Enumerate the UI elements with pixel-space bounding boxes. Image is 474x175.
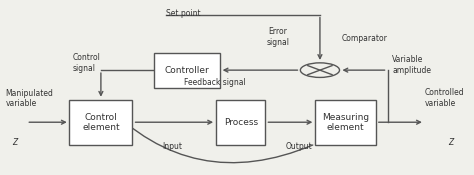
Text: Control
signal: Control signal xyxy=(73,54,101,73)
FancyArrowPatch shape xyxy=(104,103,313,163)
FancyBboxPatch shape xyxy=(315,100,376,145)
FancyBboxPatch shape xyxy=(69,100,132,145)
Text: Error
signal: Error signal xyxy=(266,27,290,47)
Text: Output: Output xyxy=(286,142,312,151)
Text: Controlled
variable: Controlled variable xyxy=(425,88,465,108)
Text: Set point: Set point xyxy=(166,9,201,18)
Text: Feedback signal: Feedback signal xyxy=(184,78,246,87)
Text: Z: Z xyxy=(12,138,17,147)
Text: Comparator: Comparator xyxy=(342,34,388,43)
Text: Input: Input xyxy=(162,142,182,151)
Text: Manipulated
variable: Manipulated variable xyxy=(5,89,53,108)
FancyBboxPatch shape xyxy=(216,100,265,145)
Text: Z: Z xyxy=(448,138,453,147)
Text: Controller: Controller xyxy=(165,66,210,75)
Text: Measuring
element: Measuring element xyxy=(322,113,369,132)
FancyBboxPatch shape xyxy=(155,53,220,88)
Text: Control
element: Control element xyxy=(82,113,120,132)
Text: Process: Process xyxy=(224,118,258,127)
Text: Variable
amplitude: Variable amplitude xyxy=(392,55,431,75)
